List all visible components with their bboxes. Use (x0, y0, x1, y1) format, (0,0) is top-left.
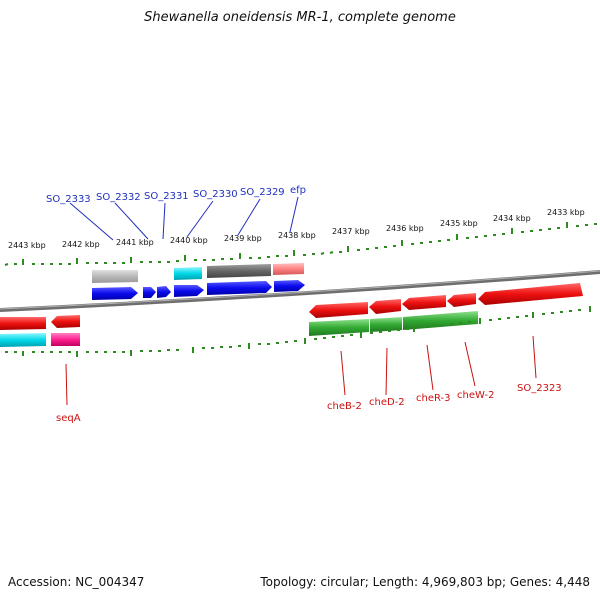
gene-so2330[interactable] (174, 285, 204, 297)
scale-label: 2440 kbp (170, 236, 208, 245)
gene-label-so2323[interactable]: SO_2323 (517, 383, 562, 394)
lower-scale (5, 306, 591, 357)
gene-label-cheD-2[interactable]: cheD-2 (369, 397, 405, 408)
gene-cheW-2[interactable] (447, 293, 476, 307)
topology-text: Topology: circular; Length: 4,969,803 bp… (260, 575, 590, 589)
scale-labels: 2443 kbp 2442 kbp 2441 kbp 2440 kbp 2439… (8, 208, 585, 250)
bottom-labels: seqA cheB-2 cheD-2 cheR-3 cheW-2 SO_2323 (56, 383, 562, 424)
scale-label: 2443 kbp (8, 241, 46, 250)
genome-title: Shewanella oneidensis MR-1, complete gen… (144, 10, 456, 25)
scale-label: 2433 kbp (547, 208, 585, 217)
top-labels: SO_2333 SO_2332 SO_2331 SO_2330 SO_2329 … (46, 185, 306, 205)
gene-cheD-2[interactable] (369, 299, 401, 314)
gene-so2331[interactable] (157, 286, 171, 298)
gene-label-cheW-2[interactable]: cheW-2 (457, 390, 494, 401)
gene-label-cheR-3[interactable]: cheR-3 (416, 393, 451, 404)
scale-label: 2436 kbp (386, 224, 424, 233)
gene-efp[interactable] (274, 280, 305, 292)
gene-label-so2330[interactable]: SO_2330 (193, 189, 238, 200)
gene-label-so2333[interactable]: SO_2333 (46, 194, 91, 205)
gene-seqA[interactable] (51, 315, 80, 328)
gene-label-so2329[interactable]: SO_2329 (240, 187, 285, 198)
upper-scale (4, 222, 597, 266)
scale-label: 2442 kbp (62, 240, 100, 249)
pink-feature[interactable] (273, 263, 304, 275)
gene-cheB-2[interactable] (309, 302, 368, 318)
gene-so2323[interactable] (478, 283, 583, 305)
genome-backbone (0, 270, 600, 312)
upper-features (92, 263, 304, 283)
gene-label-seqA[interactable]: seqA (56, 413, 81, 424)
gene-so2329[interactable] (207, 281, 272, 295)
gene-left-red[interactable] (0, 317, 46, 330)
gene-label-so2332[interactable]: SO_2332 (96, 192, 141, 203)
green-feature[interactable] (370, 317, 402, 332)
gene-so2333[interactable] (92, 287, 138, 300)
scale-label: 2437 kbp (332, 227, 370, 236)
cyan-feature-left[interactable] (0, 333, 46, 347)
scale-label: 2441 kbp (116, 238, 154, 247)
scale-label: 2435 kbp (440, 219, 478, 228)
gene-so2332[interactable] (143, 287, 156, 298)
cyan-feature[interactable] (174, 267, 202, 280)
accession-text: Accession: NC_004347 (8, 575, 145, 589)
scale-label: 2438 kbp (278, 231, 316, 240)
scale-label: 2434 kbp (493, 214, 531, 223)
green-feature[interactable] (309, 319, 369, 336)
light-gray-feature[interactable] (92, 270, 138, 283)
reverse-genes (0, 283, 583, 330)
gray-feature[interactable] (207, 264, 271, 278)
gene-cheR-3[interactable] (402, 295, 446, 310)
green-feature[interactable] (403, 311, 478, 330)
gene-label-so2331[interactable]: SO_2331 (144, 191, 189, 202)
magenta-feature[interactable] (51, 333, 80, 346)
gene-label-efp[interactable]: efp (290, 185, 306, 196)
forward-genes (92, 280, 305, 300)
gene-label-cheB-2[interactable]: cheB-2 (327, 401, 362, 412)
top-label-leaders (69, 196, 299, 241)
lower-features (0, 311, 478, 347)
bottom-label-leaders (65, 335, 537, 406)
scale-label: 2439 kbp (224, 234, 262, 243)
